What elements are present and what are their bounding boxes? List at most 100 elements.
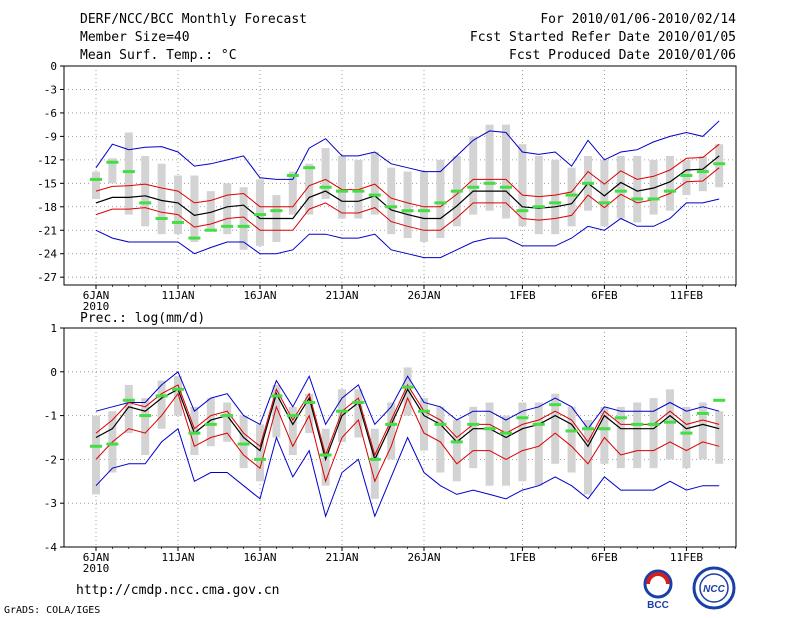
spread-box — [551, 159, 560, 235]
x-tick-label: 26JAN — [407, 551, 440, 564]
outer-lower-line — [95, 427, 720, 518]
outer-lower-line — [95, 198, 720, 259]
spread-box — [206, 398, 215, 447]
plot-frame — [63, 327, 737, 548]
spread-box — [190, 175, 199, 242]
spread-box — [698, 402, 707, 460]
spread-box — [633, 155, 642, 223]
year-label: 2010 — [83, 562, 110, 575]
ncc-logo-text: NCC — [703, 584, 725, 595]
y-tick-label: -6 — [44, 107, 57, 120]
inner-upper-line — [95, 383, 720, 457]
spread-box — [256, 424, 264, 482]
x-tick-label: 1FEB — [509, 289, 536, 302]
spread-box — [698, 155, 707, 192]
spread-box — [239, 415, 248, 469]
spread-box — [124, 132, 133, 215]
x-tick-label: 16JAN — [243, 289, 276, 302]
x-tick-label: 21JAN — [325, 289, 358, 302]
chart-panel-1: 0 -3 -6 -9 -12 -15 -18 -21 -24 -27 6JAN 11JAN 16JAN 2… — [37, 60, 737, 313]
x-tick-label: 6FEB — [591, 289, 618, 302]
chart-title: DERF/NCC/BCC Monthly Forecast — [80, 12, 307, 27]
spread-box — [305, 393, 314, 434]
spread-box — [436, 159, 445, 239]
bcc-logo: BCC — [643, 569, 673, 611]
outer-upper-line — [95, 120, 720, 180]
spread-box — [518, 144, 527, 227]
logos: BCC NCC — [643, 566, 736, 611]
spread-box — [288, 171, 297, 215]
spread-box — [633, 402, 642, 469]
fcst-started-label: Fcst Started Refer Date 2010/01/05 — [469, 30, 736, 45]
spread-box — [223, 402, 232, 442]
spread-box — [403, 367, 412, 416]
spread-box — [649, 398, 658, 469]
y-tick-label: -21 — [37, 224, 57, 237]
spread-box — [666, 155, 674, 211]
spread-box — [485, 402, 494, 486]
y-tick-label: -4 — [44, 541, 58, 554]
y-tick-label: -2 — [44, 453, 57, 466]
x-tick-label: 6JAN — [83, 551, 110, 564]
spread-box — [387, 167, 396, 235]
x-tick-label: 26JAN — [407, 289, 440, 302]
spread-box — [584, 419, 592, 495]
spread-box — [452, 419, 461, 482]
spread-box — [157, 380, 166, 429]
spread-box — [616, 406, 625, 469]
ensemble-mean-line — [95, 388, 720, 462]
x-tick-label: 11FEB — [670, 289, 703, 302]
x-tick-label: 16JAN — [243, 551, 276, 564]
forecast-period-label: For 2010/01/06-2010/02/14 — [540, 12, 736, 27]
spread-box — [502, 124, 510, 219]
spread-box — [157, 163, 166, 235]
y-tick-label: -24 — [37, 248, 57, 261]
spread-box — [469, 136, 478, 215]
spread-box — [534, 402, 543, 486]
outer-upper-line — [95, 370, 720, 430]
spread-box — [469, 406, 478, 469]
spread-box — [256, 179, 264, 246]
inner-lower-line — [95, 392, 720, 483]
spread-box — [600, 159, 609, 227]
member-size-label: Member Size=40 — [80, 30, 190, 45]
spread-box — [92, 171, 100, 199]
source-url[interactable]: http://cmdp.ncc.cma.gov.cn — [76, 583, 280, 598]
y-tick-label: 0 — [50, 366, 57, 379]
y-tick-label: -27 — [37, 271, 57, 284]
spread-box — [682, 406, 691, 469]
spread-box — [141, 398, 150, 456]
inner-upper-line — [95, 143, 720, 208]
spread-box — [370, 152, 379, 215]
spread-box — [288, 406, 297, 456]
y-tick-label: -12 — [37, 154, 57, 167]
spread-box — [321, 148, 330, 199]
spread-box — [239, 187, 248, 250]
spread-box — [174, 175, 182, 235]
spread-box — [223, 183, 232, 235]
spread-box — [616, 155, 625, 219]
spread-box — [518, 402, 527, 482]
precip-title: Prec.: log(mm/d) — [80, 311, 205, 326]
spread-box — [370, 428, 379, 499]
spread-box — [190, 406, 199, 456]
spread-box — [567, 406, 576, 473]
y-tick-label: -18 — [37, 201, 57, 214]
inner-lower-line — [95, 167, 720, 231]
grads-credit: GrADS: COLA/IGES — [4, 605, 101, 616]
spread-box — [338, 155, 346, 219]
y-tick-label: -3 — [44, 497, 57, 510]
y-tick-label: -15 — [37, 177, 57, 190]
spread-box — [666, 389, 674, 460]
y-tick-label: -1 — [44, 410, 57, 423]
spread-box — [485, 124, 494, 211]
spread-box — [715, 144, 724, 188]
spread-box — [387, 402, 396, 460]
spread-box — [108, 158, 117, 184]
x-tick-label: 6FEB — [591, 551, 618, 564]
spread-box — [436, 406, 445, 473]
spread-box — [124, 384, 133, 434]
x-tick-label: 11JAN — [161, 289, 194, 302]
fcst-produced-label: Fcst Produced Date 2010/01/06 — [509, 48, 736, 63]
